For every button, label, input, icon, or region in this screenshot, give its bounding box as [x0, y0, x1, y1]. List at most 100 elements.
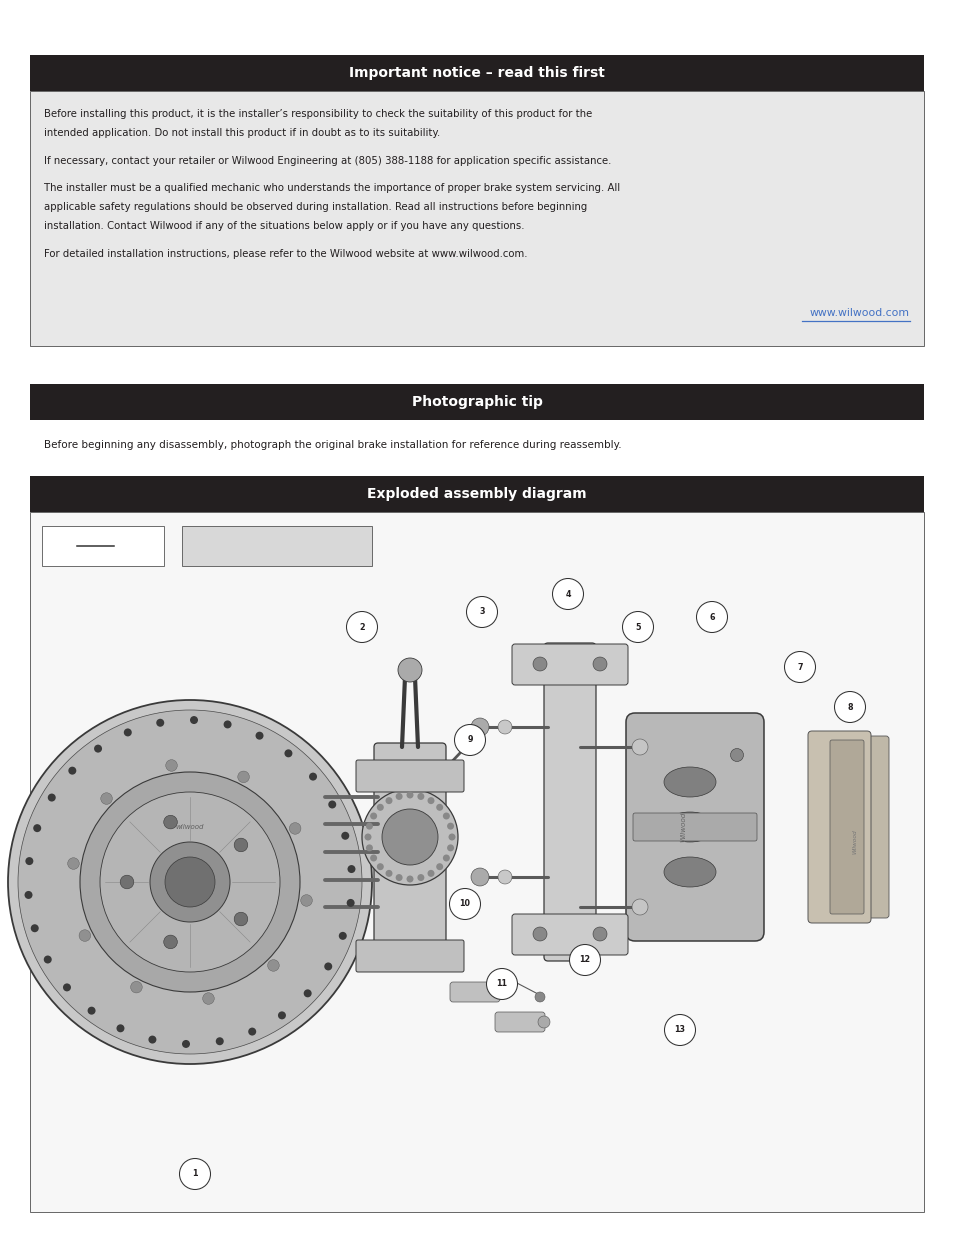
- Text: If necessary, contact your retailer or Wilwood Engineering at (805) 388-1188 for: If necessary, contact your retailer or W…: [44, 156, 611, 165]
- Circle shape: [376, 863, 383, 871]
- Text: 3: 3: [478, 608, 484, 616]
- Text: installation. Contact Wilwood if any of the situations below apply or if you hav: installation. Contact Wilwood if any of …: [44, 221, 524, 231]
- FancyBboxPatch shape: [355, 760, 463, 792]
- Circle shape: [447, 823, 454, 830]
- Circle shape: [397, 658, 421, 682]
- FancyBboxPatch shape: [829, 740, 863, 914]
- Circle shape: [364, 834, 371, 841]
- Circle shape: [406, 876, 413, 883]
- Text: 11: 11: [496, 979, 507, 988]
- Text: wilwood: wilwood: [175, 824, 204, 830]
- FancyBboxPatch shape: [512, 643, 627, 685]
- Circle shape: [248, 1028, 256, 1036]
- Circle shape: [346, 611, 377, 642]
- Circle shape: [300, 894, 312, 906]
- Text: For detailed installation instructions, please refer to the Wilwood website at w: For detailed installation instructions, …: [44, 248, 527, 258]
- Circle shape: [385, 869, 392, 877]
- Text: applicable safety regulations should be observed during installation. Read all i: applicable safety regulations should be …: [44, 203, 587, 212]
- FancyBboxPatch shape: [834, 736, 888, 918]
- Circle shape: [215, 1037, 224, 1045]
- FancyBboxPatch shape: [633, 813, 757, 841]
- Text: Important notice – read this first: Important notice – read this first: [349, 65, 604, 80]
- Circle shape: [179, 1158, 211, 1189]
- Text: 13: 13: [674, 1025, 685, 1035]
- Text: 10: 10: [459, 899, 470, 909]
- Circle shape: [533, 927, 546, 941]
- Circle shape: [593, 657, 606, 671]
- Circle shape: [622, 611, 653, 642]
- Circle shape: [783, 652, 815, 683]
- Circle shape: [164, 815, 177, 829]
- Circle shape: [341, 831, 349, 840]
- Text: The installer must be a qualified mechanic who understands the importance of pro: The installer must be a qualified mechan…: [44, 183, 619, 193]
- Circle shape: [497, 869, 512, 884]
- Circle shape: [533, 657, 546, 671]
- Circle shape: [44, 956, 51, 963]
- Text: 4: 4: [565, 589, 570, 599]
- Circle shape: [537, 1016, 550, 1028]
- Circle shape: [101, 793, 112, 804]
- Circle shape: [166, 760, 177, 771]
- Circle shape: [395, 793, 402, 800]
- Circle shape: [284, 750, 293, 757]
- Bar: [182, 526, 372, 566]
- FancyBboxPatch shape: [374, 743, 446, 961]
- Bar: [42, 526, 164, 566]
- Circle shape: [309, 773, 316, 781]
- Bar: [30, 475, 923, 513]
- Circle shape: [80, 772, 299, 992]
- Circle shape: [381, 809, 437, 864]
- Circle shape: [593, 927, 606, 941]
- Circle shape: [68, 858, 79, 869]
- Circle shape: [552, 578, 583, 610]
- Circle shape: [120, 876, 133, 889]
- Circle shape: [535, 992, 544, 1002]
- Circle shape: [471, 868, 489, 885]
- FancyBboxPatch shape: [355, 940, 463, 972]
- Circle shape: [88, 1007, 95, 1015]
- Circle shape: [202, 993, 214, 1004]
- Circle shape: [471, 718, 489, 736]
- Circle shape: [486, 968, 517, 999]
- Circle shape: [338, 932, 347, 940]
- Circle shape: [631, 739, 647, 755]
- Text: 8: 8: [846, 703, 852, 711]
- Text: Exploded assembly diagram: Exploded assembly diagram: [367, 487, 586, 501]
- Circle shape: [442, 813, 450, 820]
- Circle shape: [303, 989, 312, 998]
- Circle shape: [406, 792, 413, 799]
- Circle shape: [165, 857, 214, 906]
- Circle shape: [834, 692, 864, 722]
- Circle shape: [131, 982, 142, 993]
- Circle shape: [366, 845, 373, 851]
- Circle shape: [436, 804, 443, 811]
- Text: intended application. Do not install this product if in doubt as to its suitabil: intended application. Do not install thi…: [44, 128, 439, 138]
- Ellipse shape: [663, 857, 716, 887]
- Text: 7: 7: [797, 662, 801, 672]
- Circle shape: [94, 745, 102, 752]
- Circle shape: [436, 863, 443, 871]
- FancyBboxPatch shape: [450, 982, 499, 1002]
- Circle shape: [277, 1011, 286, 1019]
- Circle shape: [631, 899, 647, 915]
- Text: 1: 1: [193, 1170, 197, 1178]
- Circle shape: [233, 839, 248, 852]
- Circle shape: [449, 888, 480, 920]
- FancyBboxPatch shape: [495, 1011, 544, 1032]
- Text: 12: 12: [578, 956, 590, 965]
- Circle shape: [416, 793, 424, 800]
- Circle shape: [190, 716, 198, 724]
- Circle shape: [30, 924, 39, 932]
- Text: 2: 2: [359, 622, 364, 631]
- Circle shape: [376, 804, 383, 811]
- Circle shape: [149, 1036, 156, 1044]
- Circle shape: [33, 824, 41, 832]
- Circle shape: [268, 960, 279, 971]
- Circle shape: [164, 935, 177, 948]
- Circle shape: [370, 855, 376, 862]
- Circle shape: [100, 792, 280, 972]
- Ellipse shape: [663, 811, 716, 842]
- Text: Wilwood: Wilwood: [852, 830, 857, 855]
- Circle shape: [370, 813, 376, 820]
- Circle shape: [116, 1024, 124, 1032]
